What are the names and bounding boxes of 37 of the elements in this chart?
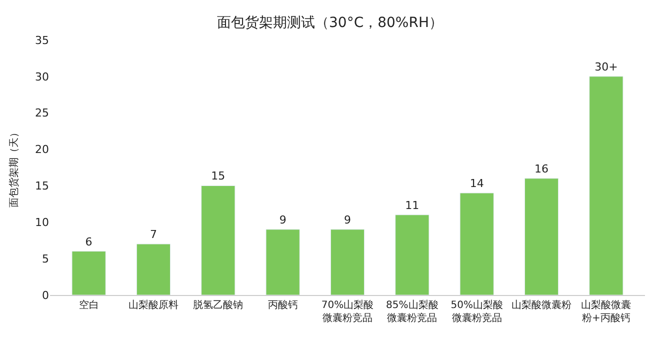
bar <box>136 244 171 295</box>
chart-title: 面包货架期测试（30°C，80%RH） <box>217 14 443 31</box>
y-tick-label: 30 <box>35 70 49 84</box>
x-tick-label: 丙酸钙 <box>268 299 298 311</box>
x-tick-label: 山梨酸微囊粉+丙酸钙 <box>581 299 632 324</box>
y-tick-label: 35 <box>35 34 49 47</box>
y-tick-label: 25 <box>35 106 49 120</box>
data-label: 6 <box>85 235 92 248</box>
bar <box>201 185 236 295</box>
data-label: 9 <box>344 213 351 226</box>
data-label: 30+ <box>594 60 618 74</box>
y-axis-title: 面包货架期（天） <box>8 128 20 208</box>
bar <box>524 178 559 295</box>
x-tick-label: 85%山梨酸微囊粉竞品 <box>386 299 438 324</box>
x-tick-label: 50%山梨酸微囊粉竞品 <box>450 299 503 324</box>
bar <box>589 76 624 295</box>
x-tick-label: 70%山梨酸微囊粉竞品 <box>321 299 374 324</box>
y-tick-label: 20 <box>35 143 49 156</box>
x-tick-label: 山梨酸微囊粉 <box>512 299 572 311</box>
y-tick-label: 10 <box>35 216 49 229</box>
y-tick-label: 15 <box>35 180 49 193</box>
bar <box>266 229 300 295</box>
data-label: 11 <box>405 198 420 212</box>
bar <box>72 251 106 295</box>
bar <box>330 229 365 295</box>
data-label: 16 <box>534 162 549 176</box>
y-tick-label: 0 <box>42 288 49 302</box>
x-tick-label: 空白 <box>78 299 99 311</box>
data-label: 14 <box>470 177 484 190</box>
data-label: 15 <box>211 170 226 183</box>
x-tick-label: 脱氢乙酸钠 <box>193 299 244 311</box>
data-label: 7 <box>150 228 157 241</box>
data-label: 9 <box>279 213 286 226</box>
y-tick-label: 5 <box>42 252 49 266</box>
bar <box>395 214 430 295</box>
x-tick-label: 山梨酸原料 <box>128 299 178 311</box>
bar <box>460 192 494 295</box>
